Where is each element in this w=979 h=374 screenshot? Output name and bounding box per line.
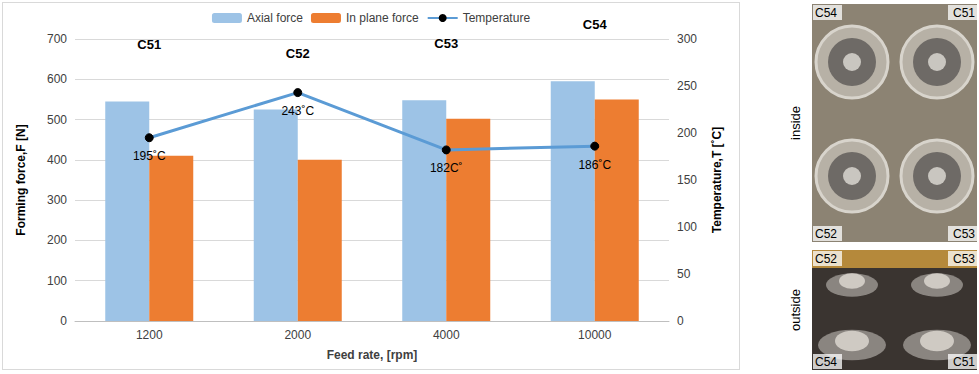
svg-text:500: 500	[47, 113, 67, 127]
svg-text:182C˚: 182C˚	[430, 161, 463, 175]
svg-text:C52: C52	[815, 227, 837, 241]
svg-text:600: 600	[47, 72, 67, 86]
svg-text:outside: outside	[788, 289, 803, 331]
svg-text:Temperature: Temperature	[463, 11, 531, 25]
svg-text:400: 400	[47, 153, 67, 167]
svg-text:C53: C53	[953, 252, 975, 266]
svg-text:195˚C: 195˚C	[133, 149, 166, 163]
svg-text:50: 50	[677, 267, 691, 281]
svg-text:C51: C51	[137, 37, 161, 52]
svg-text:C54: C54	[815, 6, 837, 20]
svg-text:200: 200	[47, 233, 67, 247]
svg-text:C51: C51	[953, 6, 975, 20]
svg-text:150: 150	[677, 173, 697, 187]
svg-text:250: 250	[677, 79, 697, 93]
svg-text:186˚C: 186˚C	[578, 158, 611, 172]
svg-text:10000: 10000	[578, 328, 612, 342]
svg-text:inside: inside	[788, 106, 803, 140]
svg-text:C52: C52	[286, 46, 310, 61]
svg-text:Feed rate, [rpm]: Feed rate, [rpm]	[327, 348, 418, 362]
svg-text:2000: 2000	[284, 328, 311, 342]
svg-text:C54: C54	[583, 17, 608, 32]
svg-text:1200: 1200	[136, 328, 163, 342]
svg-text:C51: C51	[953, 355, 975, 369]
svg-text:300: 300	[677, 32, 697, 46]
svg-text:C54: C54	[815, 355, 837, 369]
svg-text:C53: C53	[953, 227, 975, 241]
svg-text:700: 700	[47, 32, 67, 46]
svg-text:100: 100	[677, 220, 697, 234]
svg-text:200: 200	[677, 126, 697, 140]
svg-text:C53: C53	[434, 36, 458, 51]
svg-text:100: 100	[47, 274, 67, 288]
svg-text:Forming force,F [N]: Forming force,F [N]	[14, 124, 28, 235]
svg-text:C52: C52	[815, 252, 837, 266]
svg-text:In plane force: In plane force	[346, 11, 419, 25]
svg-text:4000: 4000	[433, 328, 460, 342]
svg-text:Temperature,T [˚C]: Temperature,T [˚C]	[710, 127, 724, 233]
svg-text:243˚C: 243˚C	[281, 104, 314, 118]
svg-text:300: 300	[47, 193, 67, 207]
svg-text:0: 0	[677, 314, 684, 328]
svg-text:0: 0	[60, 314, 67, 328]
svg-text:Axial force: Axial force	[247, 11, 303, 25]
